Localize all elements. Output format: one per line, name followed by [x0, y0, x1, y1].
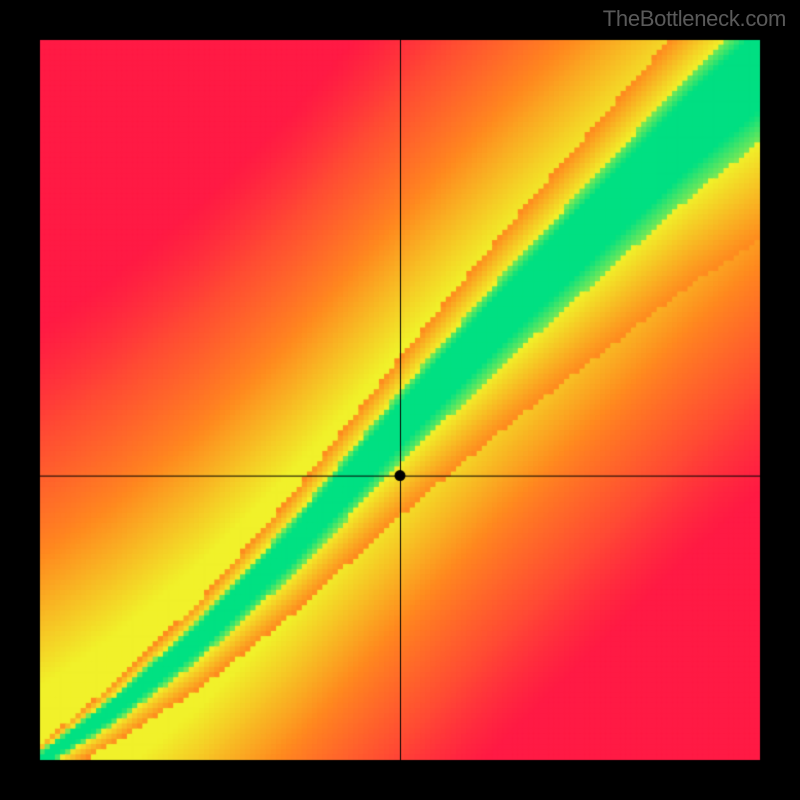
chart-container: TheBottleneck.com	[0, 0, 800, 800]
attribution-text: TheBottleneck.com	[603, 6, 786, 32]
bottleneck-heatmap	[0, 0, 800, 800]
